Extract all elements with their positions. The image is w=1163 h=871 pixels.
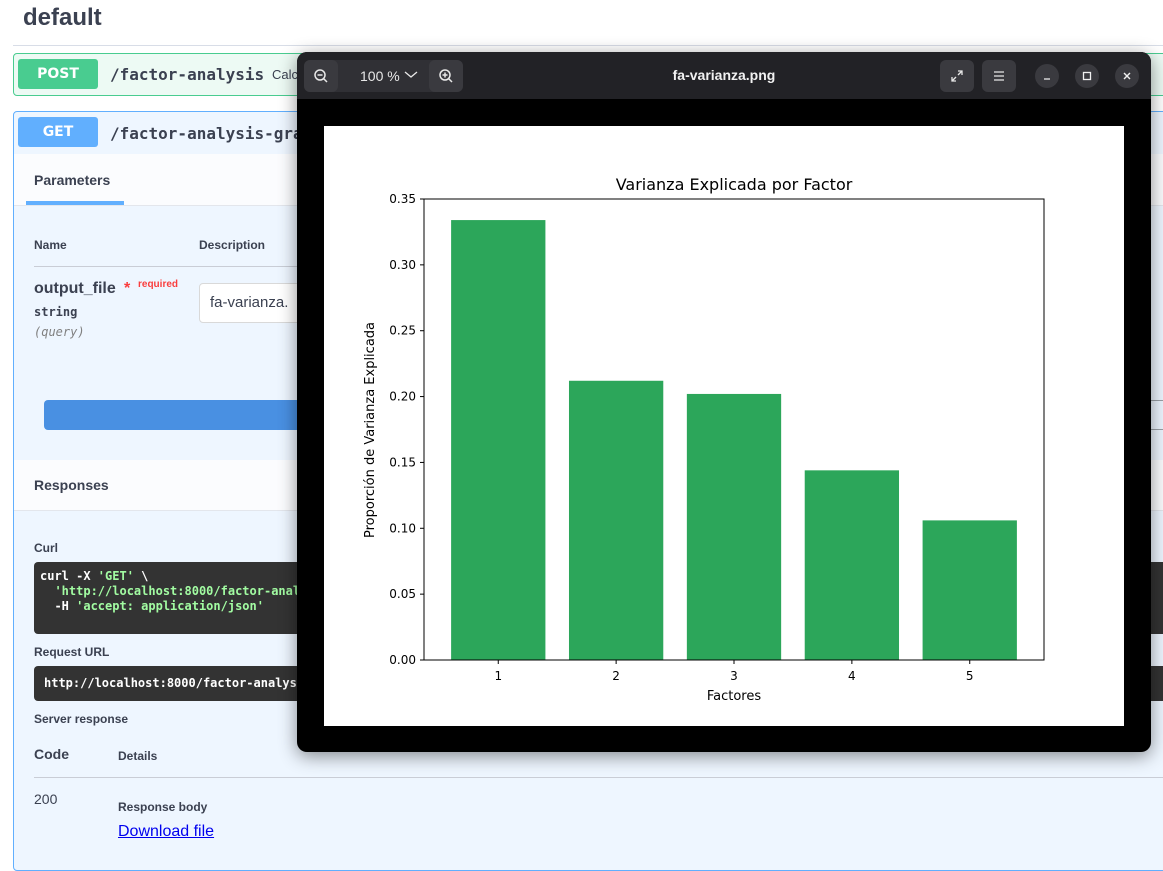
chevron-down-icon <box>404 71 418 78</box>
responses-title: Responses <box>34 477 109 493</box>
code-column-header: Code <box>34 746 69 762</box>
post-method-badge[interactable]: POST <box>18 59 98 89</box>
curl-header-flag: -H <box>40 599 77 613</box>
bar-factor-1 <box>451 220 546 660</box>
x-tick-label: 4 <box>848 669 856 683</box>
curl-url: 'http://localhost:8000/factor-anal <box>40 584 301 598</box>
tab-parameters[interactable]: Parameters <box>34 172 111 188</box>
param-name: output_file <box>34 280 116 297</box>
zoom-in-button[interactable] <box>429 60 463 92</box>
zoom-level[interactable]: 100 % <box>360 68 400 84</box>
maximize-button[interactable] <box>1075 64 1099 88</box>
close-icon <box>1123 72 1131 80</box>
y-tick-label: 0.00 <box>389 653 416 667</box>
description-column-header: Description <box>199 238 266 252</box>
clear-button-edge <box>1150 400 1163 430</box>
response-code: 200 <box>34 791 58 807</box>
y-tick-label: 0.30 <box>389 258 416 272</box>
request-url-label: Request URL <box>34 645 110 659</box>
bar-factor-4 <box>804 470 900 660</box>
download-file-link[interactable]: Download file <box>118 823 215 840</box>
x-tick-label: 5 <box>966 669 974 683</box>
zoom-in-icon <box>439 69 453 83</box>
x-axis-label: Factores <box>707 689 762 704</box>
image-canvas: Varianza Explicada por Factor 0.00 0.05 0.… <box>324 126 1124 726</box>
details-column-header: Details <box>118 749 158 763</box>
section-title[interactable]: default <box>23 4 102 31</box>
menu-button[interactable] <box>982 60 1016 92</box>
minimize-button[interactable] <box>1035 64 1059 88</box>
curl-cmd: curl -X <box>40 569 98 583</box>
y-tick-label: 0.25 <box>389 324 416 338</box>
menu-icon <box>994 71 1004 81</box>
required-label: required <box>138 279 179 290</box>
variance-bar-chart: Varianza Explicada por Factor 0.00 0.05 0.… <box>363 175 1045 704</box>
curl-continue: \ <box>133 569 149 583</box>
param-type: string <box>34 305 78 319</box>
name-column-header: Name <box>34 238 67 252</box>
y-axis-label: Proporción de Varianza Explicada <box>363 322 378 538</box>
chart-title: Varianza Explicada por Factor <box>616 175 853 194</box>
y-tick-label: 0.15 <box>389 455 416 469</box>
get-operation-path[interactable]: /factor-analysis-gra <box>110 124 303 143</box>
viewer-title: fa-varianza.png <box>672 67 776 83</box>
y-tick-label: 0.20 <box>389 390 416 404</box>
response-body-label: Response body <box>118 800 208 814</box>
y-tick-label: 0.05 <box>389 587 416 601</box>
get-method-badge[interactable]: GET <box>18 117 98 147</box>
curl-header-value: 'accept: application/json' <box>76 599 264 613</box>
fullscreen-icon <box>951 70 963 82</box>
image-viewer-window: 100 % fa-varianza.png <box>297 52 1151 752</box>
zoom-out-button[interactable] <box>304 60 338 92</box>
bar-factor-2 <box>568 380 664 660</box>
response-table-divider <box>34 777 1163 778</box>
bar-factor-3 <box>686 393 782 660</box>
minimize-icon <box>1044 78 1050 80</box>
bar-factor-5 <box>922 520 1017 660</box>
server-response-label: Server response <box>34 712 129 726</box>
y-tick-label: 0.10 <box>389 521 416 535</box>
maximize-icon <box>1082 71 1092 81</box>
y-tick-label: 0.35 <box>389 192 416 206</box>
close-button[interactable] <box>1115 64 1139 88</box>
post-operation-summary: Calc <box>272 67 299 82</box>
x-tick-label: 3 <box>730 669 738 683</box>
x-tick-label: 2 <box>612 669 620 683</box>
section-divider <box>13 45 1163 46</box>
curl-label: Curl <box>34 541 58 555</box>
curl-method: 'GET' <box>97 569 134 583</box>
param-location: (query) <box>34 325 85 339</box>
post-operation-path[interactable]: /factor-analysis <box>110 65 265 84</box>
active-tab-indicator <box>26 201 124 205</box>
zoom-out-icon <box>314 69 328 83</box>
fullscreen-button[interactable] <box>940 60 974 92</box>
required-star: * <box>124 280 131 297</box>
x-tick-label: 1 <box>494 669 502 683</box>
column-divider <box>34 266 304 267</box>
zoom-dropdown[interactable] <box>403 66 419 87</box>
